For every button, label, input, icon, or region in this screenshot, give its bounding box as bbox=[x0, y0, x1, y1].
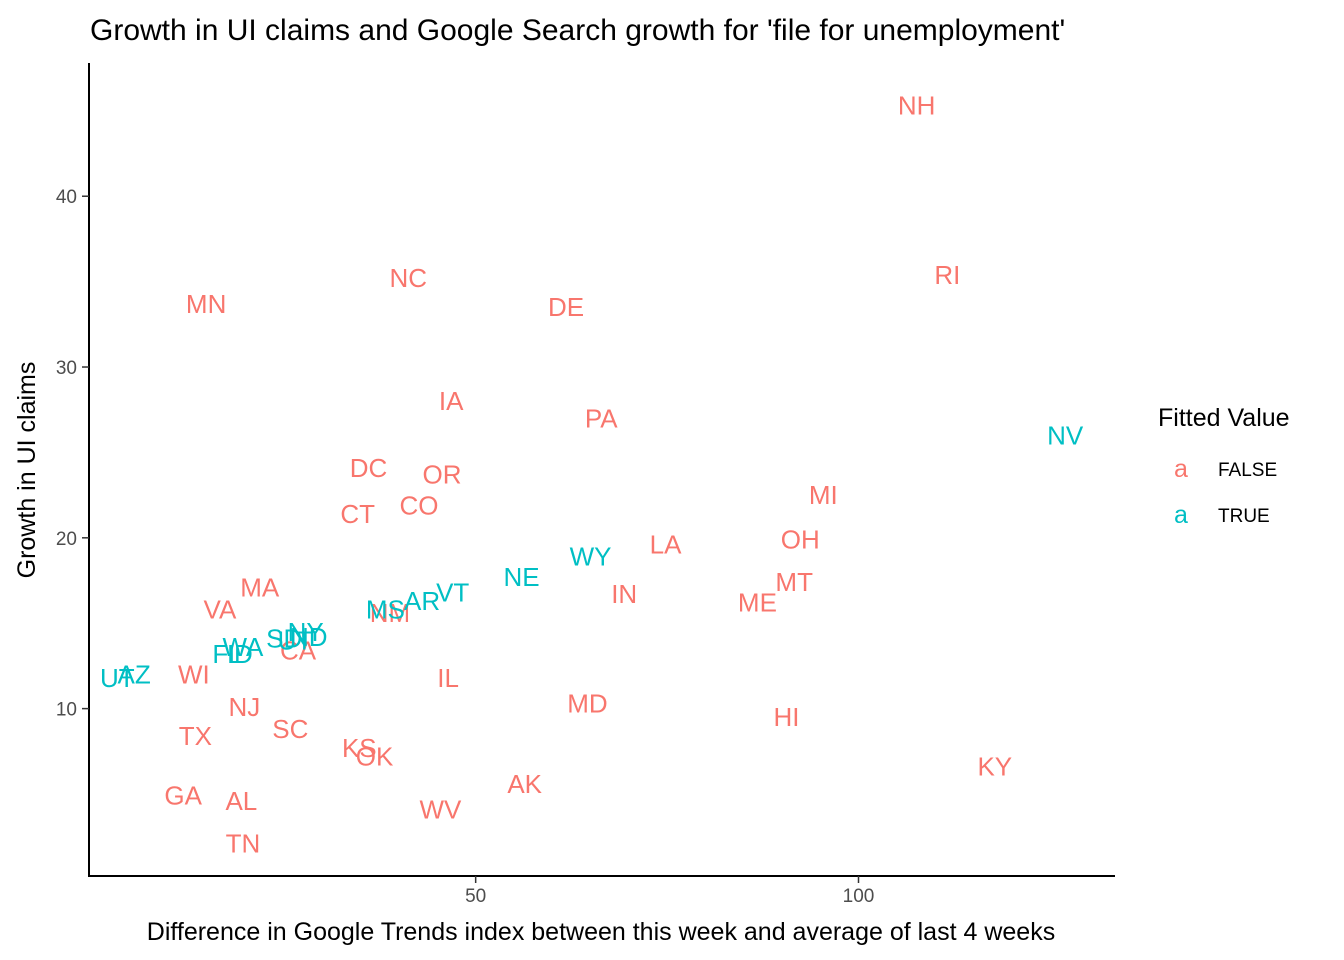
point-label-wa: WA bbox=[222, 632, 264, 662]
point-label-nj: NJ bbox=[229, 692, 261, 722]
point-label-ok: OK bbox=[356, 741, 394, 771]
point-label-nc: NC bbox=[390, 263, 428, 293]
point-label-ut: UT bbox=[278, 625, 313, 655]
point-label-ma: MA bbox=[240, 572, 280, 602]
point-label-dc: DC bbox=[350, 453, 388, 483]
point-label-tn: TN bbox=[226, 829, 261, 859]
legend-label-false: FALSE bbox=[1218, 460, 1277, 481]
point-label-nd: ND bbox=[290, 622, 328, 652]
chart-title: Growth in UI claims and Google Search gr… bbox=[90, 14, 1065, 47]
point-label-in: IN bbox=[611, 579, 637, 609]
y-axis-title: Growth in UI claims bbox=[13, 362, 41, 579]
point-label-co: CO bbox=[400, 490, 439, 520]
legend-key-true: a bbox=[1174, 501, 1188, 529]
point-label-ia: IA bbox=[439, 386, 464, 416]
point-label-ut2: UT bbox=[100, 663, 135, 693]
data-points: NH RI NC MN DE IA PA DC OR MI CO CT OH LA MT MA IN ME VA NM… bbox=[100, 91, 1084, 859]
point-label-de: DE bbox=[548, 292, 584, 322]
point-label-il: IL bbox=[437, 663, 459, 693]
x-tick-label: 50 bbox=[465, 886, 486, 907]
x-axis-title: Difference in Google Trends index betwee… bbox=[147, 918, 1055, 946]
point-label-sd: SD bbox=[266, 624, 302, 654]
point-label-ca: CA bbox=[280, 636, 317, 666]
point-label-nh: NH bbox=[898, 91, 936, 121]
point-label-oh: OH bbox=[781, 525, 820, 555]
point-label-la: LA bbox=[650, 530, 682, 560]
x-tick-label: 100 bbox=[843, 886, 875, 907]
point-label-or: OR bbox=[422, 460, 461, 490]
point-label-ms: MS bbox=[366, 595, 405, 625]
point-label-nm: NM bbox=[370, 598, 410, 628]
point-label-md: MD bbox=[567, 688, 607, 718]
point-label-hi: HI bbox=[774, 702, 800, 732]
point-label-ne: NE bbox=[504, 562, 540, 592]
point-label-pa: PA bbox=[585, 403, 618, 433]
legend-label-true: TRUE bbox=[1218, 506, 1270, 527]
point-label-ny: NY bbox=[288, 617, 324, 647]
y-tick-label: 10 bbox=[56, 700, 77, 721]
point-label-sc: SC bbox=[272, 714, 308, 744]
y-tick-label: 40 bbox=[56, 187, 77, 208]
point-label-fl: FL bbox=[212, 639, 242, 669]
point-label-ks: KS bbox=[342, 733, 377, 763]
point-label-ga: GA bbox=[164, 781, 202, 811]
point-label-ri: RI bbox=[934, 260, 960, 290]
legend-title: Fitted Value bbox=[1158, 404, 1290, 432]
point-label-ct: CT bbox=[340, 499, 375, 529]
legend: Fitted Value a FALSE a TRUE bbox=[1158, 404, 1290, 529]
point-label-mi: MI bbox=[809, 480, 838, 510]
point-label-al: AL bbox=[225, 786, 257, 816]
point-label-me: ME bbox=[738, 588, 777, 618]
y-ticks: 10 20 30 40 bbox=[56, 187, 89, 721]
point-label-vt: VT bbox=[436, 577, 469, 607]
point-label-tx: TX bbox=[179, 721, 212, 751]
point-label-ky: KY bbox=[977, 752, 1012, 782]
point-label-va: VA bbox=[204, 595, 237, 625]
legend-key-false: a bbox=[1174, 455, 1188, 483]
point-label-mt: MT bbox=[775, 567, 813, 597]
point-label-wv: WV bbox=[419, 794, 462, 824]
point-label-nv: NV bbox=[1047, 420, 1084, 450]
point-label-wi: WI bbox=[178, 659, 210, 689]
plot-area: 10 20 30 40 50 100 NH RI NC MN DE IA PA DC OR MI CO CT O… bbox=[56, 63, 1115, 907]
point-label-ar: AR bbox=[404, 586, 440, 616]
y-tick-label: 20 bbox=[56, 529, 77, 550]
point-label-wy: WY bbox=[570, 542, 612, 572]
point-label-id: ID bbox=[227, 639, 253, 669]
x-ticks: 50 100 bbox=[465, 876, 874, 907]
point-label-ak: AK bbox=[507, 769, 542, 799]
point-label-mn: MN bbox=[186, 289, 226, 319]
point-label-az: AZ bbox=[118, 659, 151, 689]
y-tick-label: 30 bbox=[56, 358, 77, 379]
